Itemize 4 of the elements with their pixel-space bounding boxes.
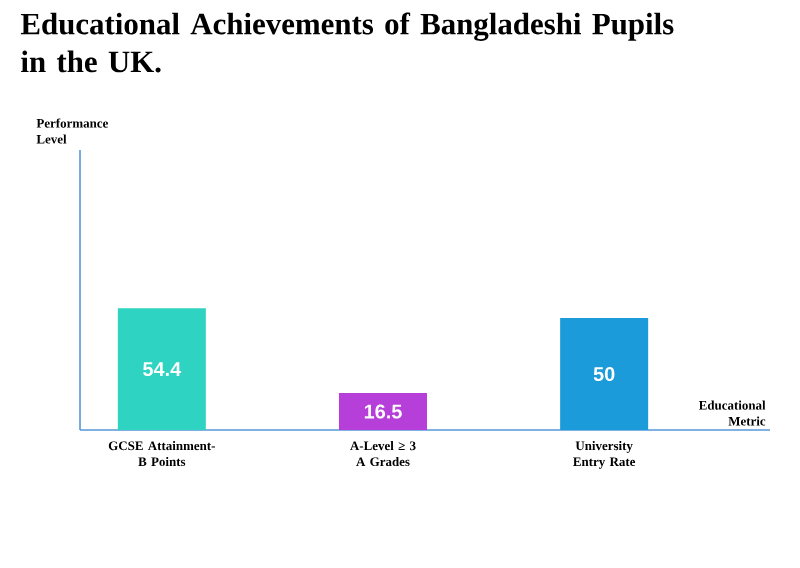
chart-title: Educational Achievements of Bangladeshi Pupils in the UK. (20, 12, 674, 73)
data-label: 16.5 (364, 404, 402, 419)
data-label: 50 (593, 367, 615, 382)
data-label: 54.4 (143, 362, 182, 377)
